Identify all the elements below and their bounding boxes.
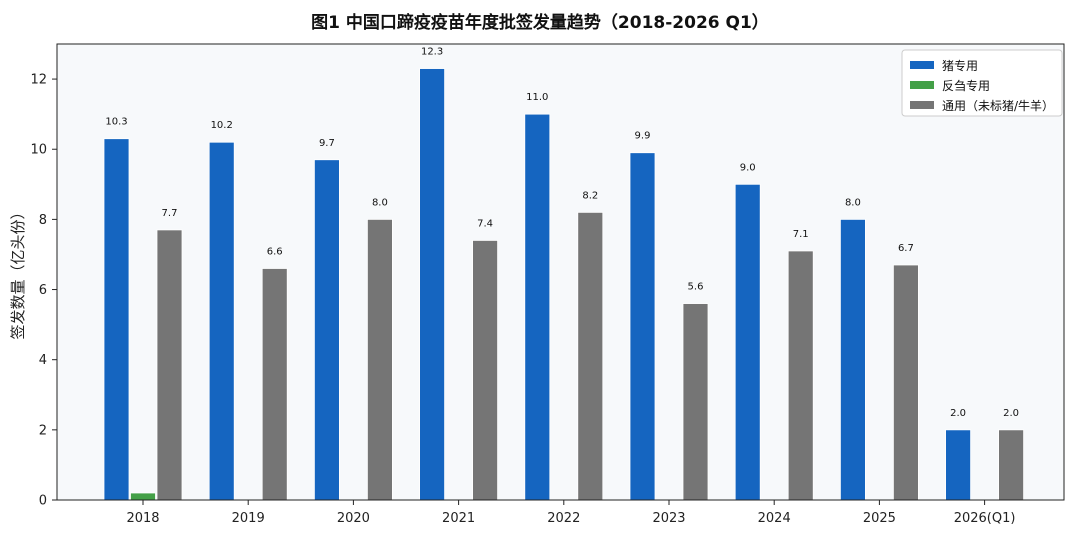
bar-pig xyxy=(945,429,971,501)
data-label: 8.0 xyxy=(372,197,388,208)
y-tick-label: 0 xyxy=(39,494,47,509)
bar-general xyxy=(156,229,183,501)
bar-ruminant xyxy=(130,492,156,501)
y-tick-label: 2 xyxy=(39,423,47,438)
data-label: 7.1 xyxy=(793,229,809,240)
bar-general xyxy=(577,211,604,501)
bar-pig xyxy=(840,218,866,501)
plot-frame xyxy=(56,43,1065,501)
y-tick-label: 12 xyxy=(30,73,47,88)
y-axis-label: 签发数量（亿头份） xyxy=(9,204,27,339)
bar-general xyxy=(472,240,499,501)
y-tick-label: 4 xyxy=(39,353,47,368)
x-tick-label: 2025 xyxy=(863,511,896,526)
y-tick-label: 10 xyxy=(30,143,47,158)
legend-box xyxy=(901,49,1063,117)
bar-general xyxy=(261,268,288,501)
data-label: 7.7 xyxy=(162,208,178,219)
bar-pig xyxy=(734,183,761,501)
legend-swatch xyxy=(910,61,934,69)
bar-general xyxy=(998,429,1024,501)
data-label: 6.6 xyxy=(267,246,283,257)
x-tick-label: 2024 xyxy=(758,511,791,526)
bar-general xyxy=(366,218,393,501)
data-label: 6.7 xyxy=(898,243,914,254)
data-label: 5.6 xyxy=(688,282,704,293)
legend-label: 反刍专用 xyxy=(942,78,990,93)
bar-general xyxy=(682,303,709,501)
data-label: 2.0 xyxy=(1003,408,1019,419)
data-label: 9.9 xyxy=(635,131,651,142)
bar-pig xyxy=(419,68,446,501)
bar-pig xyxy=(524,113,551,501)
x-tick-label: 2021 xyxy=(442,511,475,526)
data-label: 7.4 xyxy=(477,218,493,229)
chart-title: 图1 中国口蹄疫疫苗年度批签发量趋势（2018-2026 Q1） xyxy=(311,13,769,33)
data-label: 12.3 xyxy=(421,47,443,58)
bar-general xyxy=(893,264,919,501)
x-tick-label: 2020 xyxy=(337,511,370,526)
data-label: 9.7 xyxy=(319,138,335,149)
data-label: 8.0 xyxy=(845,197,861,208)
data-label: 2.0 xyxy=(950,408,966,419)
x-tick-label: 2026(Q1) xyxy=(954,511,1016,526)
bar-pig xyxy=(313,159,340,501)
x-tick-label: 2018 xyxy=(126,511,159,526)
legend-swatch xyxy=(910,81,934,89)
legend-swatch xyxy=(910,101,934,109)
y-tick-label: 6 xyxy=(39,283,47,298)
bar-general xyxy=(787,250,814,501)
legend-label: 通用（未标猪/牛羊） xyxy=(942,98,1054,113)
legend-label: 猪专用 xyxy=(942,58,978,73)
y-tick-label: 8 xyxy=(39,213,47,228)
bar-pig xyxy=(103,138,130,501)
x-tick-label: 2019 xyxy=(232,511,265,526)
x-tick-label: 2022 xyxy=(547,511,580,526)
data-label: 10.3 xyxy=(105,117,127,128)
bar-pig xyxy=(208,141,235,501)
x-tick-label: 2023 xyxy=(652,511,685,526)
data-label: 10.2 xyxy=(211,120,233,131)
bar-pig xyxy=(629,152,656,501)
data-label: 8.2 xyxy=(582,190,598,201)
data-label: 9.0 xyxy=(740,162,756,173)
data-label: 11.0 xyxy=(526,92,548,103)
